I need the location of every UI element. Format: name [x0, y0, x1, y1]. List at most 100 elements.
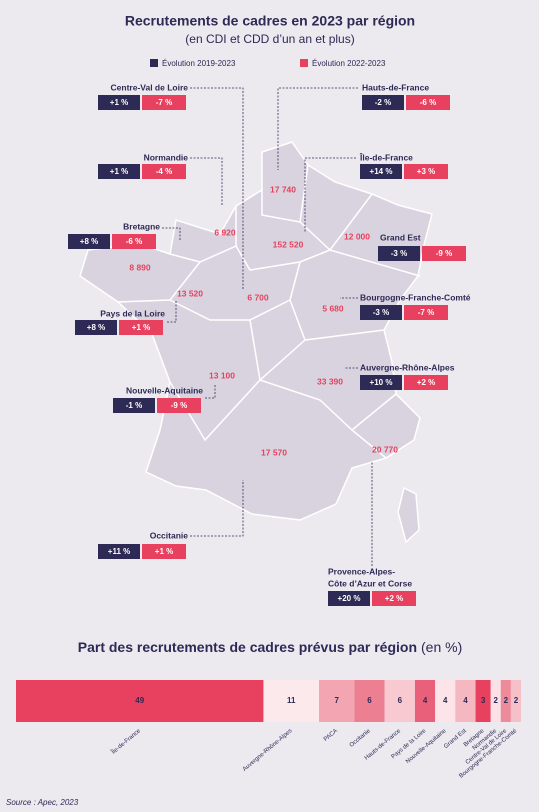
bar-segment	[455, 680, 476, 722]
source: Source : Apec, 2023	[6, 798, 79, 807]
region-name: Nouvelle-Aquitaine	[126, 385, 203, 395]
segment-label: 2	[514, 696, 519, 705]
evolution-box-2019-2023	[360, 375, 402, 390]
segment-label: 49	[135, 696, 144, 705]
bar-segment	[490, 680, 501, 722]
category-label: Occitanie	[349, 728, 373, 749]
bar-segment	[475, 680, 491, 722]
chart-title: Part des recrutements de cadres prévus p…	[78, 639, 462, 655]
evolution-2022-2023: -6 %	[420, 98, 436, 107]
segment-label: 4	[423, 696, 428, 705]
region-name: Grand Est	[380, 232, 421, 242]
evolution-box-2019-2023	[98, 544, 140, 559]
evolution-2019-2023: +8 %	[87, 323, 105, 332]
legend-swatch	[300, 59, 308, 67]
region-name: Provence-Alpes-	[328, 566, 395, 576]
bar-segment	[319, 680, 355, 722]
segment-label: 4	[463, 696, 468, 705]
evolution-2022-2023: -4 %	[156, 167, 172, 176]
region-recruitments: 13 520	[177, 288, 203, 298]
evolution-2019-2023: +20 %	[338, 594, 361, 603]
evolution-box-2022-2023	[119, 320, 163, 335]
evolution-box-2019-2023	[98, 95, 140, 110]
evolution-2019-2023: +1 %	[110, 98, 128, 107]
segment-label: 2	[504, 696, 509, 705]
region-recruitments: 5 680	[322, 303, 344, 313]
evolution-2022-2023: +2 %	[417, 378, 435, 387]
evolution-2022-2023: -7 %	[418, 308, 434, 317]
region-recruitments: 12 000	[344, 231, 370, 241]
subtitle: (en CDI et CDD d’un an et plus)	[185, 32, 354, 46]
legend-swatch	[150, 59, 158, 67]
bar-segment	[414, 680, 436, 722]
bar-segment	[500, 680, 511, 722]
evolution-2022-2023: +3 %	[417, 167, 435, 176]
evolution-2022-2023: +1 %	[132, 323, 150, 332]
segment-label: 2	[494, 696, 499, 705]
evolution-box-2022-2023	[404, 164, 448, 179]
segment-label: 6	[398, 696, 403, 705]
region-name: Auvergne-Rhône-Alpes	[360, 362, 455, 372]
evolution-box-2019-2023	[68, 234, 110, 249]
bar-segment	[384, 680, 415, 722]
evolution-2019-2023: -2 %	[375, 98, 391, 107]
segment-label: 4	[443, 696, 448, 705]
evolution-2019-2023: +1 %	[110, 167, 128, 176]
region-recruitments: 17 570	[261, 447, 287, 457]
bar-segment	[510, 680, 521, 722]
category-label: PACA	[323, 728, 339, 743]
region-recruitments: 20 770	[372, 444, 398, 454]
evolution-box-2022-2023	[372, 591, 416, 606]
region-recruitments: 17 740	[270, 184, 296, 194]
region-recruitments: 152 520	[273, 239, 304, 249]
evolution-2022-2023: -9 %	[436, 249, 452, 258]
region-recruitments: 13 100	[209, 370, 235, 380]
evolution-box-2019-2023	[362, 95, 404, 110]
evolution-box-2022-2023	[142, 95, 186, 110]
evolution-box-2022-2023	[157, 398, 201, 413]
evolution-2019-2023: +8 %	[80, 237, 98, 246]
evolution-box-2022-2023	[422, 246, 466, 261]
chart-title-main: Part des recrutements de cadres prévus p…	[78, 639, 417, 655]
region-name: Centre-Val de Loire	[111, 82, 189, 92]
region-recruitments: 8 890	[129, 262, 151, 272]
evolution-box-2022-2023	[404, 375, 448, 390]
region-name: Île-de-France	[359, 151, 413, 162]
region-name: Bourgogne-Franche-Comté	[360, 292, 471, 302]
evolution-2022-2023: +2 %	[385, 594, 403, 603]
region-recruitments: 6 920	[214, 227, 236, 237]
legend-label: Évolution 2019-2023	[162, 59, 236, 68]
evolution-2019-2023: -1 %	[126, 401, 142, 410]
evolution-box-2022-2023	[406, 95, 450, 110]
segment-label: 11	[287, 696, 296, 705]
segment-label: 3	[481, 696, 486, 705]
evolution-box-2022-2023	[112, 234, 156, 249]
region-name: Occitanie	[150, 530, 189, 540]
evolution-box-2019-2023	[328, 591, 370, 606]
title: Recrutements de cadres en 2023 par régio…	[125, 13, 415, 29]
bar-segment	[435, 680, 456, 722]
segment-label: 6	[367, 696, 372, 705]
evolution-box-2022-2023	[404, 305, 448, 320]
evolution-box-2019-2023	[98, 164, 140, 179]
evolution-box-2019-2023	[360, 305, 402, 320]
evolution-box-2022-2023	[142, 164, 186, 179]
evolution-2019-2023: -3 %	[391, 249, 407, 258]
evolution-2019-2023: +14 %	[370, 167, 393, 176]
region-name: Hauts-de-France	[362, 82, 429, 92]
evolution-box-2019-2023	[75, 320, 117, 335]
legend-label: Évolution 2022-2023	[312, 59, 386, 68]
evolution-2022-2023: -6 %	[126, 237, 142, 246]
evolution-box-2019-2023	[378, 246, 420, 261]
region-name: Côte d’Azur et Corse	[328, 578, 412, 588]
bar-segment	[354, 680, 385, 722]
bar-segment	[263, 680, 319, 722]
category-label: Île-de-France	[109, 727, 142, 756]
evolution-2022-2023: -7 %	[156, 98, 172, 107]
category-label: Auvergne-Rhône-Alpes	[242, 728, 294, 773]
evolution-box-2019-2023	[113, 398, 155, 413]
region-recruitments: 33 390	[317, 376, 343, 386]
evolution-2019-2023: -3 %	[373, 308, 389, 317]
france-map	[79, 141, 433, 544]
